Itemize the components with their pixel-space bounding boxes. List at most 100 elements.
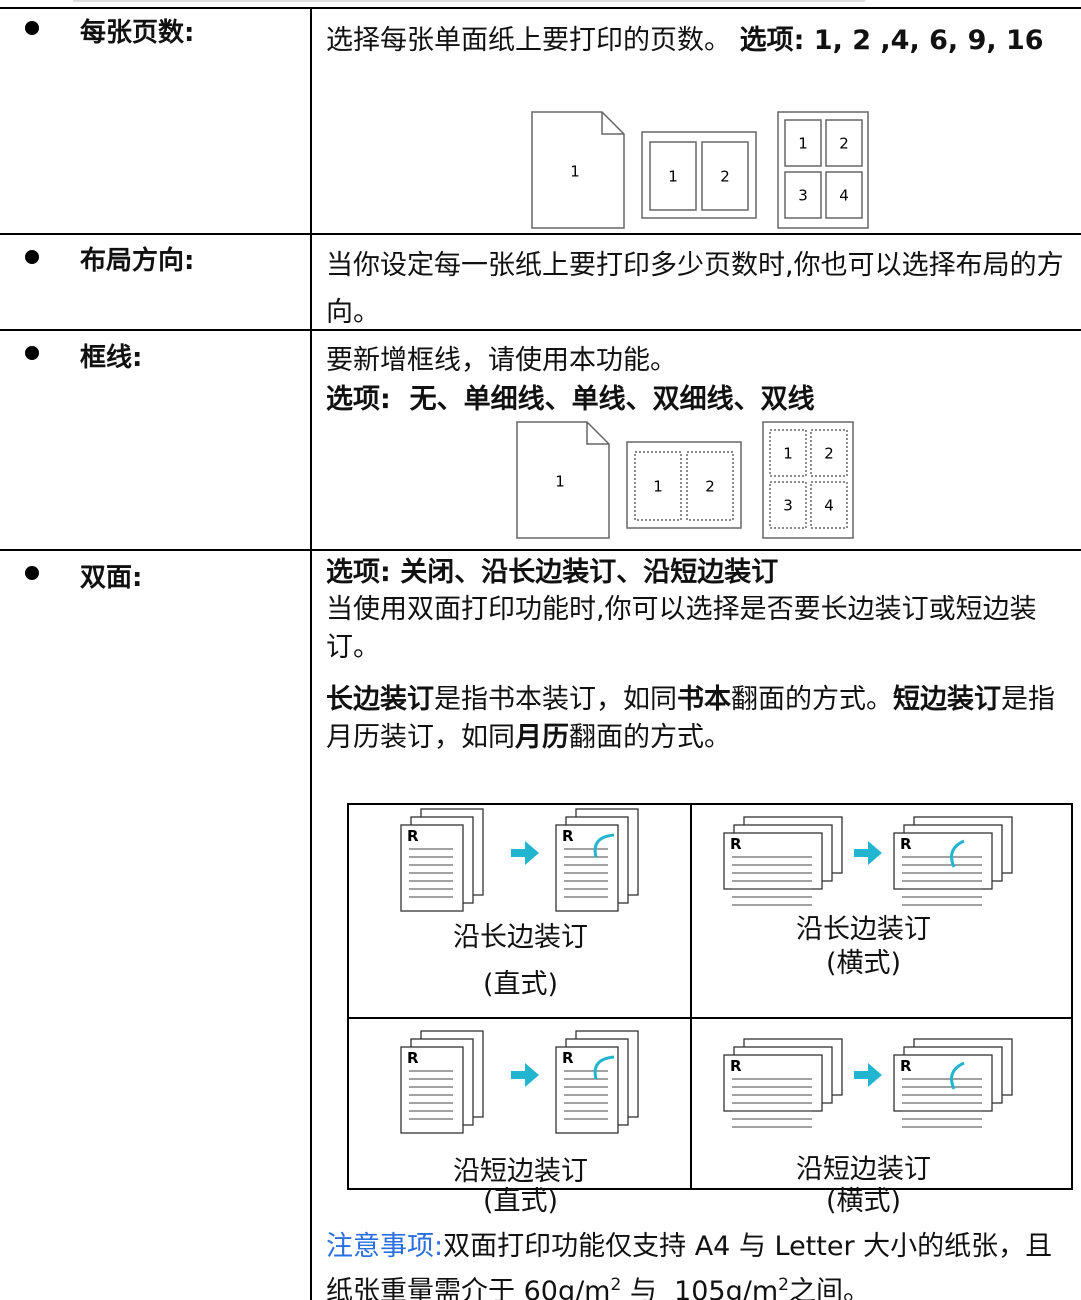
page-letter: R	[900, 1057, 912, 1075]
description: 选择每张单面纸上要打印的页数。	[326, 25, 731, 56]
caption-orientation: (直式)	[482, 969, 559, 1000]
row-text: 要新增框线，请使用本功能。	[326, 345, 677, 376]
page-box	[649, 141, 697, 211]
superscript: 2	[610, 1275, 622, 1295]
row-line	[0, 7, 1081, 9]
bullet	[25, 566, 39, 580]
page-box	[701, 141, 749, 211]
caption: 沿长边装订	[796, 914, 931, 945]
superscript: 2	[778, 1275, 789, 1295]
sheet	[723, 1054, 823, 1112]
page-number: 2	[839, 135, 849, 153]
note: 注意事项:双面打印功能仅支持 A4 与 Letter 大小的纸张，且纸张重量需介…	[326, 1228, 1076, 1300]
row-line	[0, 549, 1081, 551]
page-letter: R	[407, 1049, 419, 1067]
note-label: 注意事项:	[326, 1231, 444, 1262]
page-box	[784, 171, 822, 219]
border-figure: 1 1 2 1 2 3 4	[516, 421, 854, 539]
caption: 沿短边装订	[453, 1156, 588, 1187]
sheet	[723, 832, 823, 890]
page-number: 1	[555, 473, 565, 491]
bullet	[25, 21, 39, 35]
row-label: 布局方向:	[80, 246, 195, 276]
page-number: 2	[720, 168, 730, 186]
options: 选项: 关闭、沿长边装订、沿短边装订	[326, 557, 779, 588]
row-label: 双面:	[80, 563, 143, 593]
paragraph-text: 短边装订	[893, 684, 1001, 715]
page-letter: R	[730, 835, 742, 853]
page-box	[810, 481, 848, 529]
page-number: 2	[705, 478, 715, 496]
paragraph-text: 长边装订	[326, 684, 434, 715]
sheet	[516, 421, 610, 539]
arrow	[511, 841, 539, 865]
page-number: 1	[653, 478, 663, 496]
row-line	[0, 329, 1081, 331]
column-line	[310, 7, 312, 1300]
paragraph-text: 是指书本装订，如同	[434, 684, 677, 715]
page-box	[825, 119, 863, 167]
page-letter: R	[562, 827, 574, 845]
cell-line	[349, 1017, 1071, 1019]
page-number: 4	[839, 187, 849, 205]
binding-cell: R R 沿长边装订 (横式)	[692, 805, 1035, 1018]
arrow	[511, 1063, 539, 1087]
row-line	[0, 233, 1081, 235]
paragraph: 长边装订是指书本装订，如同书本翻面的方式。短边装订是指月历装订，如同月历翻面的方…	[326, 681, 1076, 757]
binding-table: R R 沿长边装订 (直式) R R 沿长边装订 (横式) R R 沿短边装订 (直式) R R 沿短边装订…	[347, 803, 1073, 1217]
page-box	[810, 429, 848, 477]
binding-cell: R R 沿短边装订 (直式)	[349, 1019, 692, 1217]
sheet	[777, 111, 869, 229]
cell-line	[690, 805, 692, 1188]
sheet	[893, 1054, 993, 1112]
sheet	[626, 441, 742, 529]
page-letter: R	[730, 1057, 742, 1075]
caption: 沿短边装订	[796, 1154, 931, 1185]
caption-orientation: (直式)	[482, 1186, 559, 1217]
paragraph-text: 书本	[677, 684, 731, 715]
sheet	[893, 832, 993, 890]
page-number: 1	[798, 135, 808, 153]
flip-arrow	[950, 1061, 965, 1090]
paragraph-text: 翻面的方式。	[731, 684, 893, 715]
page-number: 1	[668, 168, 678, 186]
bullet	[25, 250, 39, 264]
note-text: 与 105g/m	[621, 1276, 779, 1300]
page-number: 4	[824, 497, 834, 515]
row-label: 每张页数:	[80, 18, 195, 48]
caption-orientation: (横式)	[825, 1186, 902, 1217]
caption: 沿长边装订	[453, 922, 588, 953]
page-box	[634, 451, 682, 521]
page-letter: R	[562, 1049, 574, 1067]
flip-arrow	[950, 839, 965, 868]
page-letter: R	[900, 835, 912, 853]
page-number: 1	[570, 163, 580, 181]
sheet	[531, 111, 625, 229]
page-box	[784, 119, 822, 167]
row-label: 框线:	[80, 343, 143, 373]
page-number: 3	[798, 187, 808, 205]
row-text: 当使用双面打印功能时,你可以选择是否要长边装订或短边装订。	[326, 594, 1037, 663]
page-box	[769, 429, 807, 477]
flip-arrow	[593, 833, 615, 858]
note-text: 之间。	[788, 1276, 870, 1300]
arrow	[854, 1063, 882, 1087]
page-letter: R	[407, 827, 419, 845]
flip-arrow	[593, 1055, 615, 1080]
paragraph-text: 是指月历装订，如同	[326, 684, 1055, 753]
paragraph-text: 月历	[515, 722, 569, 753]
page-box	[686, 451, 734, 521]
bullet	[25, 346, 39, 360]
binding-cell: R R 沿短边装订 (横式)	[692, 1019, 1035, 1217]
page-number: 3	[783, 497, 793, 515]
binding-cell: R R 沿长边装订 (直式)	[349, 805, 692, 1018]
sheet	[762, 421, 854, 539]
options: 选项: 1, 2 ,4, 6, 9, 16	[739, 25, 1044, 56]
caption-orientation: (横式)	[825, 948, 902, 979]
layout-figure: 1 1 2 1 2 3 4	[531, 111, 869, 229]
